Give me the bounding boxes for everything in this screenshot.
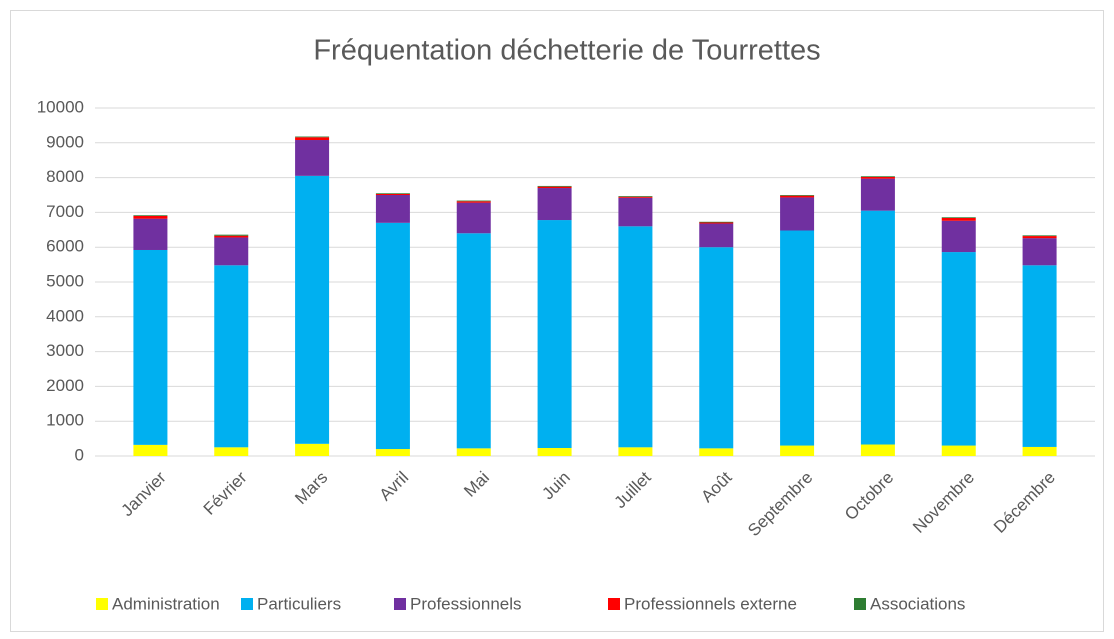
bar-segment <box>537 220 572 448</box>
bar-segment <box>537 447 572 456</box>
bar-segment <box>699 448 734 456</box>
y-tick-label: 2000 <box>46 376 84 395</box>
legend-label: Administration <box>112 594 220 613</box>
bar-segment <box>214 237 249 266</box>
y-tick-label: 8000 <box>46 167 84 186</box>
bar-segment <box>295 175 330 444</box>
bar-segment <box>1022 265 1057 447</box>
bar-segment <box>375 449 410 456</box>
bar-segment <box>537 188 572 221</box>
bar-segment <box>618 196 653 197</box>
bar-segment <box>375 193 410 195</box>
bar-segment <box>214 447 249 456</box>
bar-segment <box>699 222 734 224</box>
bar-segment <box>456 448 491 456</box>
bar-segment <box>780 197 815 231</box>
bar-segment <box>860 444 895 456</box>
bar-segment <box>295 443 330 456</box>
y-tick-label: 5000 <box>46 271 84 290</box>
legend-label: Particuliers <box>257 594 341 613</box>
bar-segment <box>1022 446 1057 456</box>
bar-segment <box>537 185 572 187</box>
bar-segment <box>537 186 572 189</box>
bar-segment <box>133 215 168 219</box>
bar-segment <box>941 220 976 253</box>
legend-swatch <box>96 598 108 610</box>
chart-title: Fréquentation déchetterie de Tourrettes <box>313 35 820 67</box>
y-tick-label: 6000 <box>46 237 84 256</box>
legend-label: Professionnels externe <box>624 594 797 613</box>
bar-segment <box>1022 235 1057 237</box>
legend-swatch <box>241 598 253 610</box>
bar-segment <box>618 197 653 227</box>
bar-segment <box>375 195 410 223</box>
bar-segment <box>780 230 815 446</box>
bar-segment <box>375 193 410 194</box>
bar-segment <box>699 247 734 449</box>
bar-segment <box>618 226 653 448</box>
y-tick-label: 4000 <box>46 306 84 325</box>
bar-segment <box>1022 238 1057 266</box>
bar-segment <box>941 445 976 456</box>
legend-label: Professionnels <box>410 594 522 613</box>
bar-segment <box>133 218 168 250</box>
bar-segment <box>295 136 330 138</box>
bar-segment <box>133 215 168 216</box>
bar-segment <box>699 223 734 248</box>
bar-segment <box>618 447 653 456</box>
bar-segment <box>456 202 491 234</box>
y-tick-label: 9000 <box>46 132 84 151</box>
y-tick-label: 7000 <box>46 202 84 221</box>
bar-segment <box>860 210 895 445</box>
bar-segment <box>860 176 895 179</box>
bar-segment <box>214 235 249 238</box>
bar-segment <box>133 444 168 456</box>
bar-segment <box>941 217 976 221</box>
bar-segment <box>1022 236 1057 239</box>
bar-segment <box>780 195 815 198</box>
bar-segment <box>780 445 815 456</box>
bar-segment <box>456 200 491 202</box>
legend-swatch <box>394 598 406 610</box>
bar-segment <box>860 176 895 177</box>
y-tick-label: 3000 <box>46 341 84 360</box>
bar-segment <box>214 265 249 448</box>
legend-label: Associations <box>870 594 965 613</box>
legend-swatch <box>854 598 866 610</box>
bar-segment <box>375 222 410 450</box>
y-tick-label: 0 <box>75 445 84 464</box>
bar-segment <box>860 178 895 211</box>
bar-segment <box>941 252 976 446</box>
legend-swatch <box>608 598 620 610</box>
bar-segment <box>133 249 168 445</box>
y-tick-label: 1000 <box>46 411 84 430</box>
bar-segment <box>456 201 491 203</box>
bar-segment <box>618 196 653 198</box>
bar-segment <box>780 195 815 196</box>
bar-segment <box>456 233 491 449</box>
y-tick-label: 10000 <box>37 97 84 116</box>
bar-segment <box>699 221 734 223</box>
bar-segment <box>941 217 976 218</box>
bar-segment <box>295 140 330 176</box>
bar-segment <box>214 234 249 236</box>
bar-segment <box>295 137 330 141</box>
